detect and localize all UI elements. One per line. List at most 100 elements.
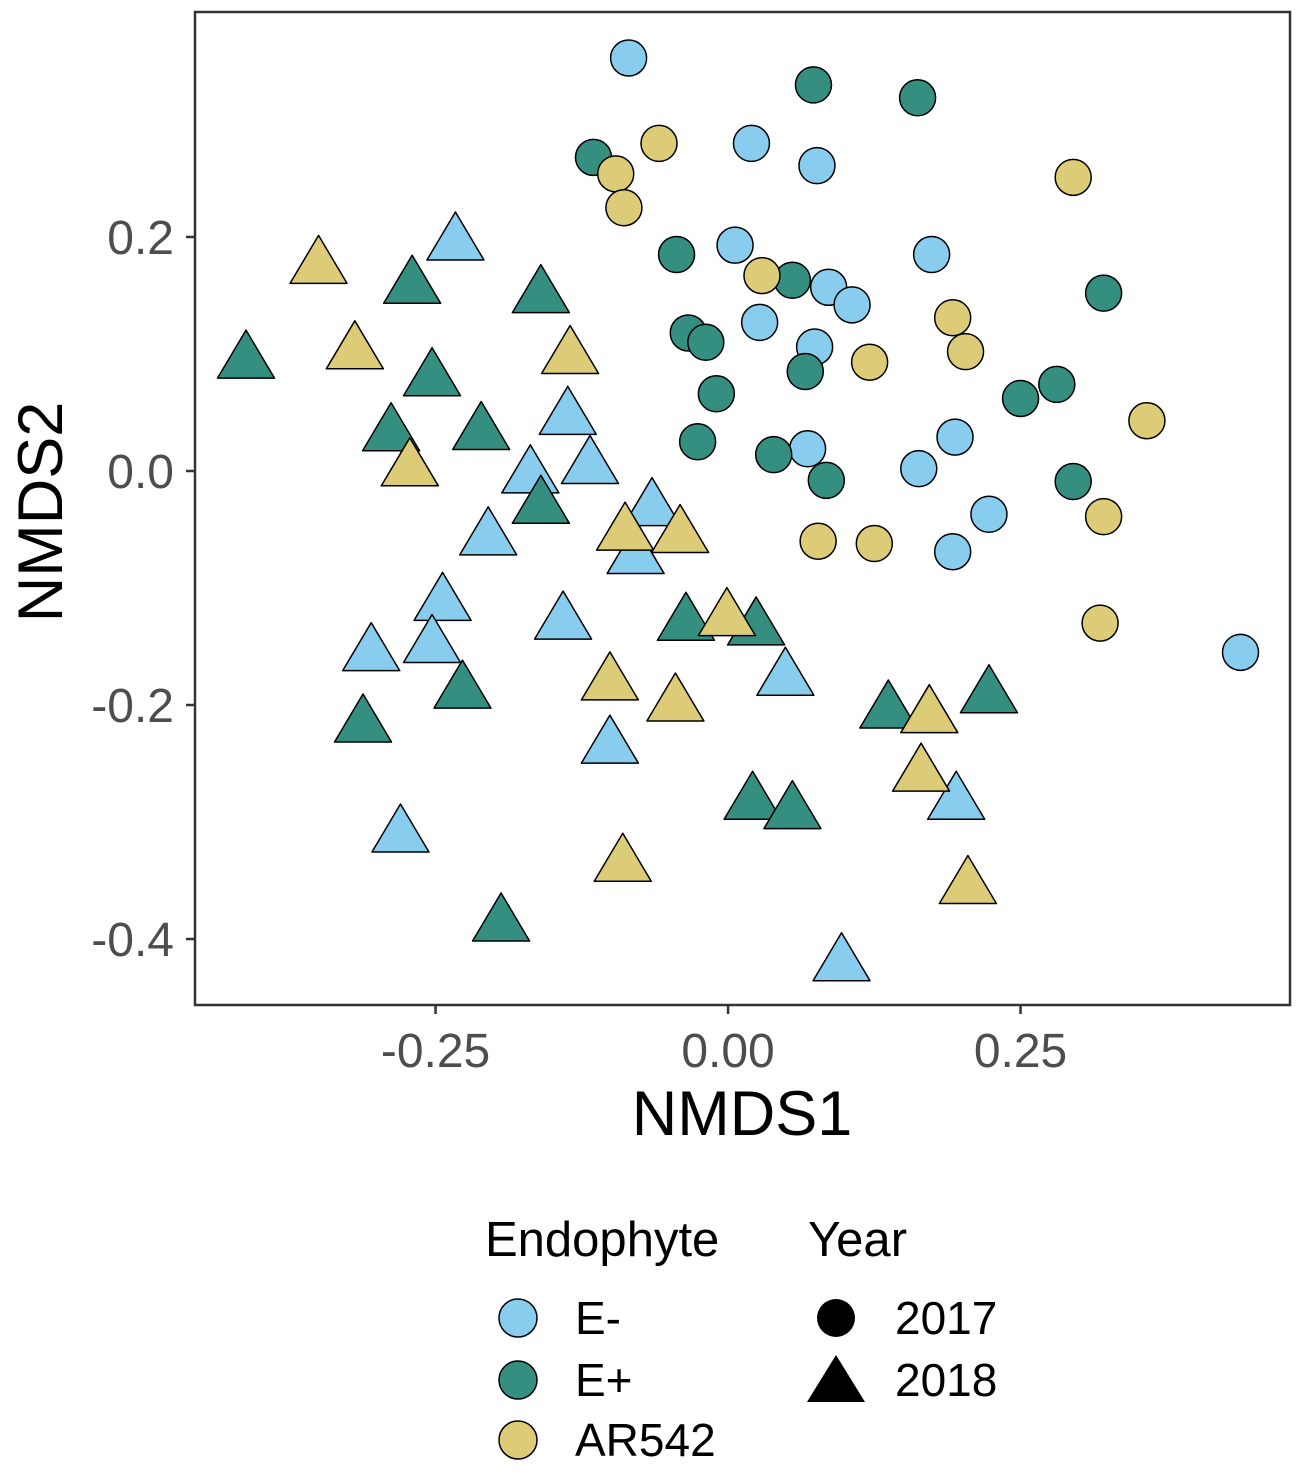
point-e-minus-2017 <box>900 449 938 488</box>
legend-key-e-plus <box>498 1360 538 1400</box>
point-e-minus-2018 <box>538 385 598 436</box>
legend-endophyte-title: Endophyte <box>485 1213 719 1267</box>
point-e-minus-2018 <box>756 646 815 696</box>
data-points <box>216 39 1260 982</box>
point-ar542-2018 <box>646 672 705 722</box>
point-e-minus-2018 <box>560 434 620 485</box>
point-e-minus-2018 <box>580 714 640 764</box>
point-e-minus-2018 <box>402 613 462 664</box>
point-e-plus-2018 <box>763 779 822 830</box>
legend-year: Year 2017 2018 <box>807 1213 997 1406</box>
point-e-minus-2017 <box>833 286 871 324</box>
legend-item-e-plus: E+ <box>498 1354 633 1406</box>
point-e-minus-2018 <box>926 770 986 821</box>
y-tick-label: -0.2 <box>91 680 174 733</box>
point-e-plus-2018 <box>511 263 571 314</box>
point-ar542-2018 <box>650 503 710 554</box>
x-tick-label: 0.25 <box>974 1025 1067 1078</box>
legend-label-e-minus: E- <box>575 1292 621 1344</box>
legend-label-2017: 2017 <box>895 1292 997 1344</box>
point-ar542-2018 <box>938 854 998 905</box>
y-tick-label: 0.2 <box>107 212 174 265</box>
legend-label-e-plus: E+ <box>575 1354 633 1406</box>
point-ar542-2018 <box>697 586 757 637</box>
point-e-plus-2017 <box>807 461 846 500</box>
point-ar542-2018 <box>891 742 951 792</box>
point-ar542-2017 <box>1128 401 1166 440</box>
point-ar542-2018 <box>593 832 653 883</box>
point-ar542-2018 <box>580 651 640 701</box>
point-e-minus-2018 <box>812 931 871 982</box>
point-ar542-2018 <box>595 501 655 551</box>
point-ar542-2017 <box>743 256 781 295</box>
legend-endophyte: Endophyte E- E+ AR542 <box>485 1213 719 1466</box>
legend-item-2017: 2017 <box>817 1292 997 1344</box>
point-e-plus-2018 <box>511 474 571 525</box>
point-e-minus-2017 <box>970 495 1008 534</box>
legend-label-ar542: AR542 <box>575 1414 716 1466</box>
point-e-plus-2017 <box>687 323 725 362</box>
point-e-minus-2018 <box>533 590 593 640</box>
legend-key-triangle-icon <box>807 1355 865 1402</box>
point-ar542-2018 <box>540 324 600 375</box>
point-e-minus-2017 <box>609 39 648 77</box>
y-axis-title: NMDS2 <box>6 402 76 623</box>
point-e-minus-2018 <box>413 571 472 622</box>
point-e-minus-2018 <box>371 803 430 853</box>
point-e-plus-2018 <box>382 254 442 305</box>
point-e-minus-2017 <box>912 235 951 274</box>
point-e-minus-2017 <box>936 418 974 456</box>
legend-year-title: Year <box>808 1213 907 1267</box>
y-tick-label: -0.4 <box>91 914 174 967</box>
point-e-minus-2017 <box>740 303 779 342</box>
point-e-minus-2018 <box>622 476 682 527</box>
point-ar542-2017 <box>850 343 889 381</box>
point-e-plus-2017 <box>1054 462 1092 501</box>
y-tick-label: 0.0 <box>107 446 174 499</box>
point-ar542-2017 <box>799 522 837 560</box>
x-tick-label: 0.00 <box>681 1025 774 1078</box>
point-ar542-2017 <box>1054 158 1092 197</box>
point-e-minus-2018 <box>426 211 485 261</box>
point-e-plus-2018 <box>333 693 393 743</box>
point-e-minus-2017 <box>1221 633 1260 672</box>
point-e-plus-2018 <box>433 659 492 709</box>
point-e-plus-2018 <box>361 401 421 452</box>
point-e-plus-2017 <box>1001 379 1040 418</box>
point-e-minus-2017 <box>716 226 754 264</box>
point-ar542-2017 <box>640 124 678 163</box>
point-e-plus-2017 <box>786 352 825 391</box>
point-e-minus-2018 <box>341 621 401 672</box>
point-ar542-2017 <box>946 332 985 371</box>
point-e-plus-2017 <box>754 435 793 474</box>
legend-item-ar542: AR542 <box>498 1414 716 1466</box>
point-e-minus-2017 <box>732 124 771 163</box>
point-ar542-2018 <box>325 320 385 370</box>
axis-ticks: -0.25 0.00 0.25 -0.4 -0.2 0.0 0.2 <box>91 212 1067 1078</box>
point-ar542-2017 <box>1081 604 1119 642</box>
point-ar542-2017 <box>855 524 894 563</box>
point-e-plus-2017 <box>898 79 937 117</box>
point-e-plus-2017 <box>1084 274 1123 312</box>
x-axis-title: NMDS1 <box>632 1079 853 1149</box>
legend-label-2018: 2018 <box>895 1354 997 1406</box>
point-ar542-2017 <box>1084 497 1123 536</box>
point-e-plus-2018 <box>656 591 716 642</box>
point-e-plus-2017 <box>794 66 833 104</box>
point-ar542-2018 <box>380 437 440 487</box>
legend-key-e-minus <box>498 1298 538 1338</box>
point-ar542-2018 <box>900 683 959 734</box>
legend-key-circle-icon <box>817 1299 855 1337</box>
point-e-plus-2018 <box>859 679 918 729</box>
point-e-plus-2018 <box>471 892 531 942</box>
plot-panel-border <box>193 10 1292 1007</box>
point-ar542-2017 <box>933 298 972 337</box>
point-ar542-2017 <box>605 188 643 227</box>
point-e-plus-2018 <box>959 664 1019 714</box>
point-e-minus-2017 <box>788 430 827 468</box>
point-e-plus-2018 <box>451 400 511 451</box>
point-e-plus-2017 <box>657 235 696 274</box>
point-e-minus-2017 <box>933 532 972 571</box>
